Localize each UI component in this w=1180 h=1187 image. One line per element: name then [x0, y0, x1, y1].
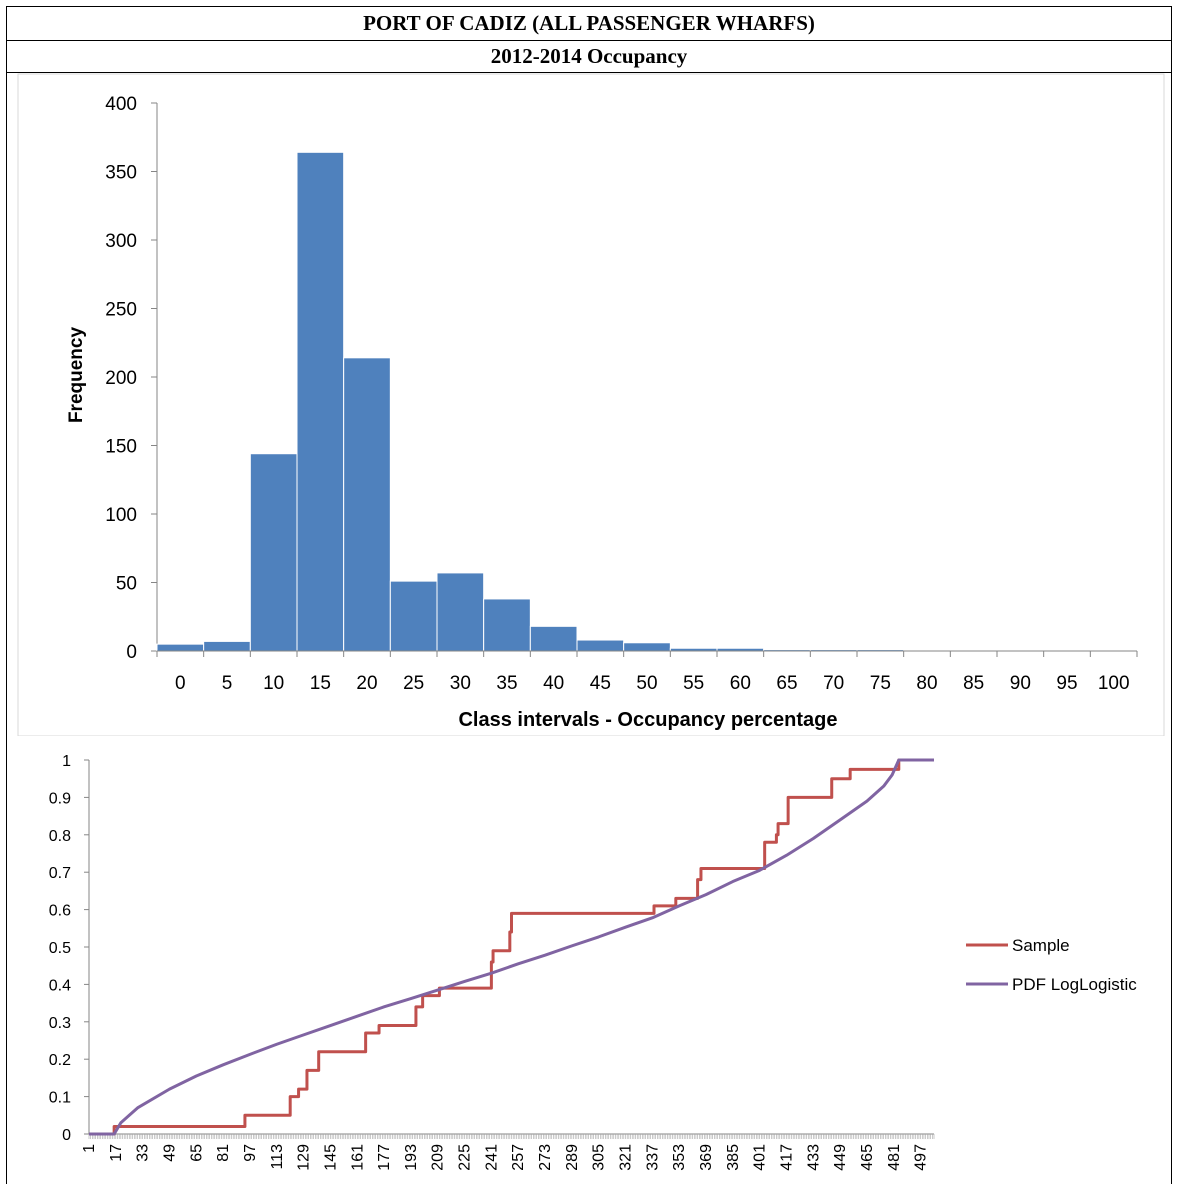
histogram-x-tick-label: 75	[870, 673, 891, 694]
cdf-y-tick-label: 0.7	[49, 865, 71, 882]
cdf-x-tick-label: 113	[269, 1144, 286, 1170]
histogram-x-tick-label: 5	[222, 673, 233, 694]
histogram-x-tick-label: 25	[403, 673, 424, 694]
histogram-chart: 0 50 100 150 200 250 300 350 400 0 5 10 15 20 25 30 35 40…	[17, 73, 1165, 736]
cdf-x-tick-label: 465	[859, 1144, 876, 1171]
histogram-x-tick-label: 95	[1056, 673, 1077, 694]
histogram-marks: 0 50 100 150 200 250 300 350 400 0 5 10 15 20 25 30 35 40…	[105, 94, 1138, 694]
cdf-x-tick-label: 33	[135, 1144, 152, 1162]
histogram-bar	[529, 625, 578, 652]
histogram-y-tick-label: 200	[105, 368, 137, 389]
histogram-x-tick-label: 60	[730, 673, 751, 694]
histogram-bar	[296, 151, 345, 652]
legend-label-sample: Sample	[1012, 936, 1070, 955]
cdf-x-tick-label: 17	[108, 1144, 125, 1162]
cdf-x-tick-label: 65	[188, 1144, 205, 1162]
cdf-x-tick-label: 241	[483, 1144, 500, 1171]
cdf-y-tick-label: 1	[62, 753, 71, 770]
cdf-x-tick-label: 145	[322, 1144, 339, 1171]
cdf-y-tick-label: 0.3	[49, 1015, 71, 1032]
histogram-x-tick-label: 90	[1010, 673, 1031, 694]
histogram-x-tick-label: 35	[496, 673, 517, 694]
cdf-x-tick-label: 385	[725, 1144, 742, 1171]
cdf-x-tick-label: 273	[537, 1144, 554, 1171]
cdf-y-tick-label: 0.8	[49, 828, 71, 845]
histogram-y-tick-label: 400	[105, 94, 137, 115]
histogram-x-tick-label: 50	[636, 673, 657, 694]
histogram-x-tick-label: 80	[916, 673, 937, 694]
histogram-x-tick-label: 65	[776, 673, 797, 694]
cdf-x-tick-label: 337	[644, 1144, 661, 1171]
histogram-y-tick-label: 150	[105, 437, 137, 458]
cdf-marks: 0 0.1 0.2 0.3 0.4 0.5 0.6 0.7 0.8 0.9 1 1 17 33 49 65 81…	[49, 753, 935, 1171]
figure-frame	[6, 6, 1172, 1184]
cdf-x-tick-label: 481	[886, 1144, 903, 1171]
cdf-x-tick-label: 321	[618, 1144, 635, 1171]
cdf-x-tick-label: 305	[591, 1144, 608, 1171]
histogram-y-axis-title: Frequency	[66, 327, 87, 424]
histogram-y-tick-label: 100	[105, 505, 137, 526]
cdf-x-tick-label: 129	[296, 1144, 313, 1171]
cdf-y-tick-label: 0.1	[49, 1090, 71, 1107]
histogram-y-tick-label: 50	[116, 574, 137, 595]
histogram-x-tick-label: 85	[963, 673, 984, 694]
histogram-x-tick-label: 45	[590, 673, 611, 694]
cdf-x-tick-label: 1	[81, 1144, 98, 1153]
cdf-y-tick-label: 0.9	[49, 790, 71, 807]
histogram-y-tick-label: 0	[126, 642, 137, 663]
cdf-y-tick-label: 0.6	[49, 903, 71, 920]
cdf-x-tick-label: 369	[698, 1144, 715, 1171]
histogram-x-tick-label: 30	[450, 673, 471, 694]
cdf-x-tick-label: 193	[403, 1144, 420, 1171]
histogram-x-tick-label: 0	[175, 673, 186, 694]
histogram-bar	[436, 572, 485, 652]
histogram-x-tick-label: 70	[823, 673, 844, 694]
cdf-legend: Sample PDF LogLogistic	[966, 936, 1137, 994]
cdf-y-tick-label: 0	[62, 1127, 71, 1144]
histogram-y-tick-label: 300	[105, 231, 137, 252]
histogram-plot-border	[17, 73, 1165, 736]
cdf-x-tick-label: 417	[778, 1144, 795, 1171]
histogram-y-tick-label: 350	[105, 163, 137, 184]
cdf-x-tick-label: 177	[376, 1144, 393, 1171]
histogram-y-tick-label: 250	[105, 300, 137, 321]
cdf-x-tick-label: 225	[457, 1144, 474, 1171]
histogram-x-tick-label: 40	[543, 673, 564, 694]
cdf-x-tick-label: 449	[832, 1144, 849, 1171]
histogram-x-axis-title: Class intervals - Occupancy percentage	[458, 709, 837, 731]
cdf-y-tick-label: 0.4	[49, 977, 71, 994]
cdf-y-tick-label: 0.5	[49, 940, 71, 957]
cdf-x-tick-label: 161	[349, 1144, 366, 1171]
cdf-x-tick-label: 497	[913, 1144, 930, 1171]
cdf-x-tick-label: 81	[215, 1144, 232, 1162]
histogram-x-tick-label: 55	[683, 673, 704, 694]
cdf-x-tick-label: 433	[805, 1144, 822, 1171]
sample-series-line	[89, 758, 934, 1136]
page-title: PORT OF CADIZ (ALL PASSENGER WHARFS)	[6, 6, 1172, 41]
cdf-y-tick-label: 0.2	[49, 1052, 71, 1069]
histogram-x-tick-label: 15	[310, 673, 331, 694]
legend-label-loglogistic: PDF LogLogistic	[1012, 975, 1137, 994]
cdf-x-tick-label: 257	[510, 1144, 527, 1171]
histogram-x-tick-label: 10	[263, 673, 284, 694]
histogram-bar	[343, 357, 391, 652]
histogram-bar	[483, 598, 531, 652]
histogram-bar	[249, 453, 298, 652]
histogram-x-tick-label: 100	[1098, 673, 1130, 694]
histogram-x-tick-label: 20	[356, 673, 377, 694]
cdf-x-tick-label: 289	[564, 1144, 581, 1171]
cdf-x-tick-label: 97	[242, 1144, 259, 1162]
cdf-x-tick-label: 209	[430, 1144, 447, 1171]
cdf-x-tick-label: 401	[752, 1144, 769, 1171]
cdf-x-tick-label: 49	[161, 1144, 178, 1162]
loglogistic-series-line	[89, 758, 934, 1136]
page-subtitle: 2012-2014 Occupancy	[6, 41, 1172, 73]
cdf-x-tick-label: 353	[671, 1144, 688, 1171]
